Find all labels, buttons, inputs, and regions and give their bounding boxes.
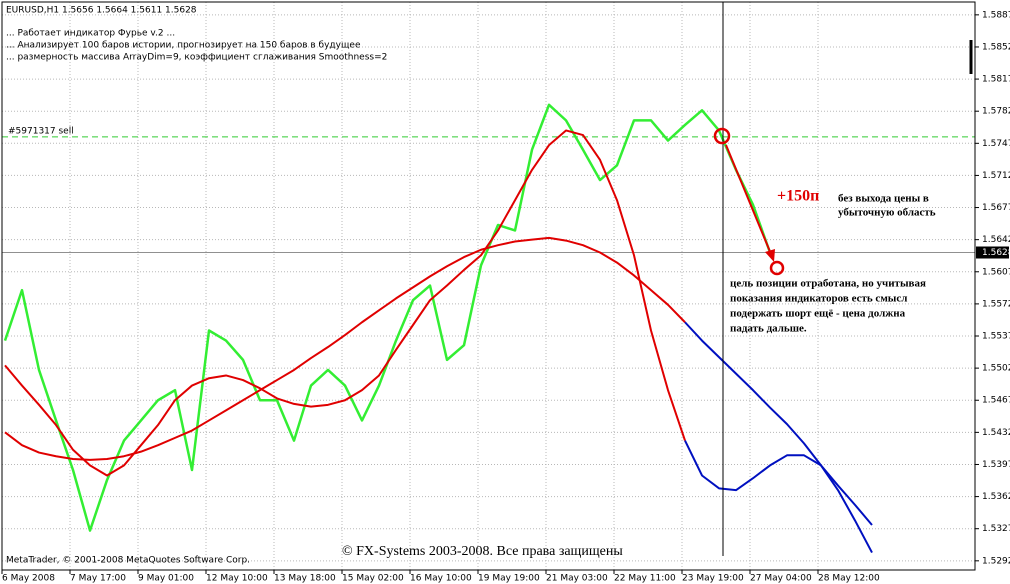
indicator-line: [4, 236, 686, 461]
x-tick-label: 28 May 12:00: [818, 574, 880, 584]
y-tick-label: 1.5607: [982, 267, 1010, 277]
comment: ... Работает индикатор Фурье v.2 ...: [6, 29, 175, 39]
plot-frame: [1, 1, 976, 571]
y-tick-label: 1.5642: [982, 235, 1010, 245]
y-tick-label: 1.5782: [982, 107, 1010, 117]
x-tick-label: 6 May 2008: [2, 574, 55, 584]
x-tick-label: 23 May 19:00: [682, 574, 744, 584]
y-tick-label: 1.5887: [982, 10, 1010, 20]
annotation: падать дальше.: [730, 323, 807, 335]
y-tick-label: 1.5467: [982, 396, 1010, 406]
annotation: показания индикаторов есть смысл: [730, 293, 907, 305]
y-tick-label: 1.5677: [982, 203, 1010, 213]
entry-circle: [713, 127, 731, 145]
comment: ... Анализирует 100 баров истории, прогн…: [6, 41, 361, 51]
x-tick-label: 9 May 01:00: [138, 574, 194, 584]
y-tick-label: 1.5817: [982, 75, 1010, 85]
price-box-label: 1.5628: [982, 248, 1010, 258]
arrow-head: [765, 249, 775, 262]
y-tick-label: 1.5572: [982, 299, 1010, 309]
x-tick-label: 7 May 17:00: [70, 574, 126, 584]
plot: [2, 103, 975, 554]
arrow: [725, 144, 772, 255]
x-tick-label: 12 May 10:00: [206, 574, 268, 584]
annotation: подержать шорт ещё - цена должна: [730, 308, 906, 320]
target-circle: [769, 260, 785, 276]
profit-label: +150п: [777, 188, 819, 205]
grid: [1, 2, 975, 570]
platform: MetaTrader, © 2001-2008 MetaQuotes Softw…: [6, 556, 250, 566]
order-label: #5971317 sell: [8, 126, 74, 136]
header: EURUSD,H1 1.5656 1.5664 1.5611 1.5628: [6, 6, 197, 16]
y-tick-label: 1.5292: [982, 556, 1010, 566]
annotation: без выхода цены в: [838, 193, 929, 205]
y-tick-label: 1.5852: [982, 42, 1010, 52]
indicator-line: [684, 321, 873, 526]
x-tick-label: 16 May 10:00: [410, 574, 472, 584]
price-box: [976, 246, 1009, 259]
x-tick-label: 22 May 11:00: [614, 574, 676, 584]
y-tick-label: 1.5327: [982, 524, 1010, 534]
y-tick-label: 1.5362: [982, 492, 1010, 502]
x-tick-label: 21 May 03:00: [546, 574, 608, 584]
y-tick-label: 1.5747: [982, 139, 1010, 149]
y-tick-label: 1.5712: [982, 171, 1010, 181]
x-tick-label: 27 May 04:00: [750, 574, 812, 584]
annotation: цель позиции отработана, но учитывая: [730, 278, 926, 290]
indicator-line: [4, 129, 686, 477]
x-tick-label: 13 May 18:00: [274, 574, 336, 584]
annotation: убыточную область: [838, 207, 936, 219]
y-tick-label: 1.5397: [982, 460, 1010, 470]
x-tick-label: 19 May 19:00: [478, 574, 540, 584]
indicator-line: [684, 440, 873, 554]
copyright: © FX-Systems 2003-2008. Все права защище…: [342, 544, 623, 559]
comment: ... размерность массива ArrayDim=9, коэф…: [6, 53, 387, 63]
x-tick-label: 15 May 02:00: [342, 574, 404, 584]
y-tick-label: 1.5537: [982, 332, 1010, 342]
y-tick-label: 1.5502: [982, 364, 1010, 374]
y-tick-label: 1.5432: [982, 428, 1010, 438]
